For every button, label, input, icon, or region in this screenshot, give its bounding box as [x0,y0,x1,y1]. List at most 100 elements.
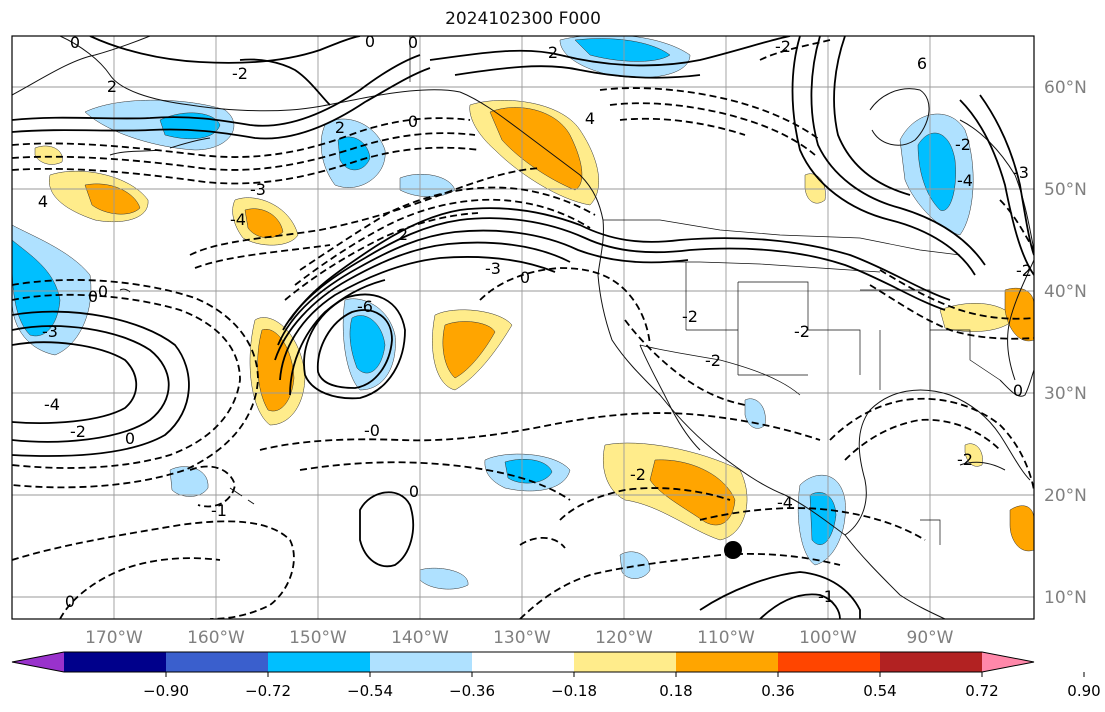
contour-label: -4 [44,395,60,414]
contour-east-4 [959,99,1034,276]
neg-shade-small-3 [619,551,651,579]
contour-neg-north-3 [12,146,481,185]
contour-label: -2 [794,322,810,341]
contour-label: 2 [548,43,558,62]
colorbar-tick-label: 0.90 [1067,682,1100,700]
colorbar-segment [268,652,371,672]
contour-label: 0 [1013,381,1023,400]
contour-jet-5 [279,256,556,381]
contour-jet-2 [282,217,946,331]
neg-shade-small-1 [169,466,209,497]
contour-jet-3 [277,229,689,346]
contour-label: -2 [232,64,248,83]
gridlines [12,36,1034,619]
colorbar-tick-label: −0.18 [551,682,597,700]
contour-label: -2 [1016,261,1032,280]
contour-label: -1 [211,501,227,520]
colorbar-arrow-high [982,652,1034,672]
contour-neg-ne-1 [759,39,831,61]
pos-shade-mid-east-core [442,321,496,379]
colorbar-arrow-low [12,652,64,672]
contour-label: -2 [775,37,791,56]
pos-shade-bc-coast-core [489,107,583,191]
contour-label: -2 [682,307,698,326]
contour-label: -0 [364,421,380,440]
coast-baja [639,344,701,451]
contour-low-loop [303,293,406,400]
pos-shade-mid-north-core [244,208,284,239]
map-border [11,35,1035,620]
contour-neg-se-1 [699,507,926,541]
colorbar-tick-label: −0.90 [143,682,189,700]
colorbar-tick-label: −0.54 [347,682,393,700]
colorbar-segment [778,652,881,672]
lat-tick-label: 60°N [1044,78,1087,98]
contour-neg-gulf [829,397,1034,491]
contour-label: 0 [520,268,530,287]
contour-neg-jet-3 [284,212,479,301]
contour-east-2 [810,36,986,266]
pos-shade-low-west-core [257,328,295,412]
contour-label: 2 [398,225,408,244]
contour-neg-canada-2 [609,102,816,156]
contour-label: 4 [38,192,48,211]
contour-jet-1 [289,207,951,321]
contour-neg-se-2 [519,552,841,619]
neg-shade-mid-pacific-core [504,459,553,484]
coast-cuba [959,461,1006,471]
pos-shade-aleutian-core [84,183,141,215]
shaded-anomaly-fields [12,36,1034,590]
longitude-tick-labels: 170°W 160°W 150°W 140°W 130°W 120°W 110°W 100°W… [85,628,954,648]
neg-shade-east-canada-core [917,132,956,211]
contour-label: -3 [42,322,58,341]
contour-neg-baja [624,319,746,406]
contour-jet-6 [289,279,386,396]
map-title: 2024102300 F000 [445,9,601,29]
coast-islands [119,288,131,293]
coast-hudson [869,88,930,146]
colorbar-segment [166,652,269,672]
pos-shade-east-pacific-core [649,459,736,526]
lon-tick-label: 170°W [85,628,143,648]
contour-label: -4 [777,493,793,512]
contour-north-3 [89,36,361,64]
lon-tick-label: 100°W [799,628,857,648]
lat-tick-label: 20°N [1044,486,1087,506]
neg-shade-arctic-top-core [574,38,671,62]
coast-bc [459,91,604,221]
contour-label: -4 [957,171,973,190]
contour-arctic-2 [454,65,701,79]
colorbar-segment [676,652,779,672]
dashed-contour-lines [12,39,1034,619]
coast-gulf-mexico [844,389,1031,536]
lon-tick-label: 150°W [289,628,347,648]
contour-east-5 [979,94,1034,256]
coast-central-am [844,534,946,619]
contour-label: 0 [408,112,418,131]
coastlines [12,36,1034,619]
storm-center-marker [724,541,742,559]
contour-north-1 [12,54,421,127]
contour-label: -2 [705,351,721,370]
pos-shade-small-2 [964,443,983,467]
contour-label: -1 [818,587,834,606]
contour-label: 2 [107,77,117,96]
contour-north-2 [12,67,431,140]
contour-label: 6 [917,54,927,73]
contour-low-loop-2 [317,309,393,389]
colorbar-tick-label: 0.18 [659,682,692,700]
contour-neg-mid-south-2 [299,461,571,501]
colorbar-tick-label: −0.72 [245,682,291,700]
contour-neg-s-1 [59,557,221,619]
lon-tick-label: 160°W [187,628,245,648]
coast-us-west [597,219,846,536]
contour-arctic-1 [429,36,791,67]
colorbar-segment [574,652,677,672]
contour-label: 0 [409,482,419,501]
contour-west-high-3 [12,341,138,424]
contour-label: -2 [70,422,86,441]
colorbar-segment [370,652,473,672]
